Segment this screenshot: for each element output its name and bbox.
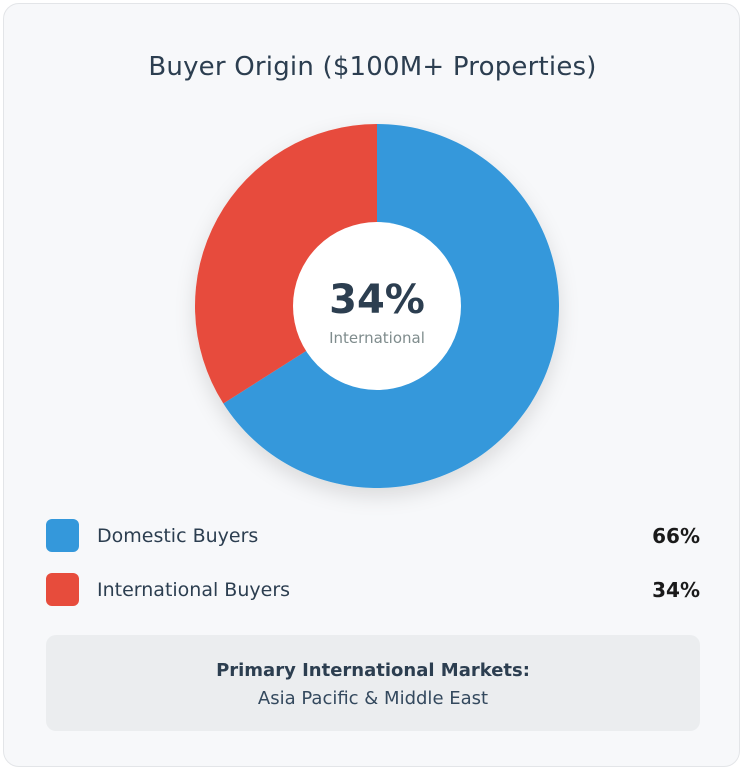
- chart-card: Buyer Origin ($100M+ Properties) 34% Int…: [3, 3, 740, 767]
- legend-value: 66%: [652, 524, 700, 548]
- markets-title: Primary International Markets:: [216, 660, 530, 681]
- center-label: International: [329, 329, 425, 347]
- chart-title: Buyer Origin ($100M+ Properties): [148, 52, 597, 82]
- legend-value: 34%: [652, 578, 700, 602]
- legend-label: Domestic Buyers: [97, 525, 259, 547]
- legend-label: International Buyers: [97, 579, 291, 601]
- markets-value: Asia Pacific & Middle East: [257, 688, 489, 709]
- donut-chart: 34% International: [189, 121, 559, 491]
- legend-swatch-domestic: [46, 519, 79, 552]
- donut-center: [293, 222, 461, 390]
- markets-info-box: Primary International Markets: Asia Paci…: [46, 635, 700, 731]
- legend-item-domestic: Domestic Buyers 66%: [46, 517, 700, 553]
- legend-item-international: International Buyers 34%: [46, 571, 700, 607]
- donut-chart-svg: 34% International: [195, 124, 559, 488]
- legend: Domestic Buyers 66% International Buyers…: [46, 517, 700, 625]
- legend-swatch-international: [46, 573, 79, 606]
- center-percentage: 34%: [329, 277, 425, 323]
